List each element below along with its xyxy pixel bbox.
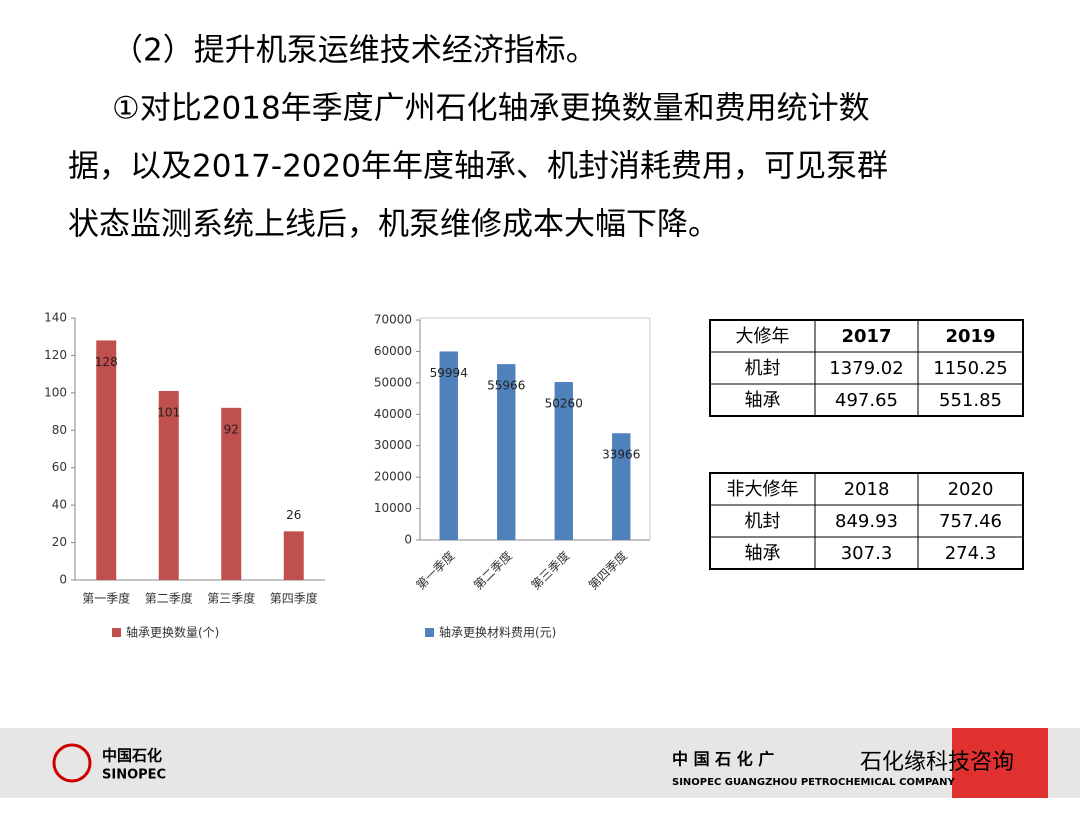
footer-red-block [952,728,1048,798]
data-label: 26 [286,508,301,522]
bar [283,531,304,580]
bar [439,351,458,540]
y-tick-label: 50000 [374,375,412,389]
data-label: 33966 [602,448,640,462]
table-cell: 机封 [745,511,781,532]
bar [612,433,631,540]
y-tick-label: 10000 [374,501,412,515]
table-cell: 轴承 [745,543,781,564]
table-cell: 757.46 [939,511,1002,532]
table-header-cell: 2019 [945,326,995,347]
paragraph-line: ①对比2018年季度广州石化轴承更换数量和费用统计数 [112,91,870,127]
x-tick-label: 第四季度 [270,591,318,606]
legend-swatch [112,628,121,637]
x-tick-label: 第三季度 [528,548,573,593]
table-header-cell: 大修年 [736,326,790,347]
bar [158,390,179,580]
table-cell: 1379.02 [829,358,903,379]
data-label: 128 [95,355,118,369]
footer-band [0,728,1080,798]
table-header-cell: 2020 [948,479,994,500]
y-tick-label: 0 [59,573,67,587]
y-tick-label: 60000 [374,344,412,358]
table-header-cell: 非大修年 [727,479,799,500]
x-tick-label: 第四季度 [585,548,630,593]
y-tick-label: 100 [44,385,67,399]
paragraph-line: 据，以及2017-2020年年度轴承、机封消耗费用，可见泵群 [68,149,888,185]
y-tick-label: 30000 [374,438,412,452]
x-tick-label: 第三季度 [207,591,255,606]
data-label: 101 [157,405,180,419]
company-en: SINOPEC GUANGZHOU PETROCHEMICAL COMPANY [672,777,955,788]
y-tick-label: 70000 [374,313,412,327]
bar [221,407,242,580]
table-cell: 274.3 [945,543,997,564]
company-cn: 中 国 石 化 广 [672,750,774,769]
y-tick-label: 120 [44,348,67,362]
logo-en: SINOPEC [102,768,166,783]
table-cell: 307.3 [841,543,893,564]
bar [554,382,573,540]
y-tick-label: 140 [44,311,67,325]
data-label: 55966 [487,379,525,393]
data-label: 50260 [545,397,583,411]
y-tick-label: 0 [404,533,412,547]
watermark: 石化缘科技咨询 [860,750,1014,775]
table-border [709,319,1024,417]
table-cell: 849.93 [835,511,898,532]
y-tick-label: 80 [52,423,67,437]
table-cell: 551.85 [939,390,1002,411]
paragraph-line: 状态监测系统上线后，机泵维修成本大幅下降。 [68,207,719,243]
x-tick-label: 第一季度 [82,591,130,606]
bar [497,364,516,540]
y-tick-label: 20 [52,535,67,549]
legend-swatch [425,628,434,637]
logo-cn: 中国石化 [102,747,162,765]
table-header-cell: 2018 [844,479,890,500]
x-tick-label: 第二季度 [145,591,193,606]
y-tick-label: 60 [52,460,67,474]
table-header-cell: 2017 [841,326,891,347]
data-label: 59994 [430,366,468,380]
legend-label: 轴承更换数量(个) [126,625,219,640]
y-tick-label: 40000 [374,407,412,421]
x-tick-label: 第二季度 [470,548,515,593]
logo-icon [52,743,92,783]
heading: （2）提升机泵运维技术经济指标。 [112,33,597,69]
y-tick-label: 40 [52,498,67,512]
bar [96,340,117,580]
table-cell: 1150.25 [933,358,1007,379]
table-cell: 497.65 [835,390,898,411]
y-tick-label: 20000 [374,470,412,484]
data-label: 92 [224,422,239,436]
table-cell: 轴承 [745,390,781,411]
table-border [709,472,1024,570]
legend-label: 轴承更换材料费用(元) [439,625,556,640]
x-tick-label: 第一季度 [413,548,458,593]
table-cell: 机封 [745,358,781,379]
